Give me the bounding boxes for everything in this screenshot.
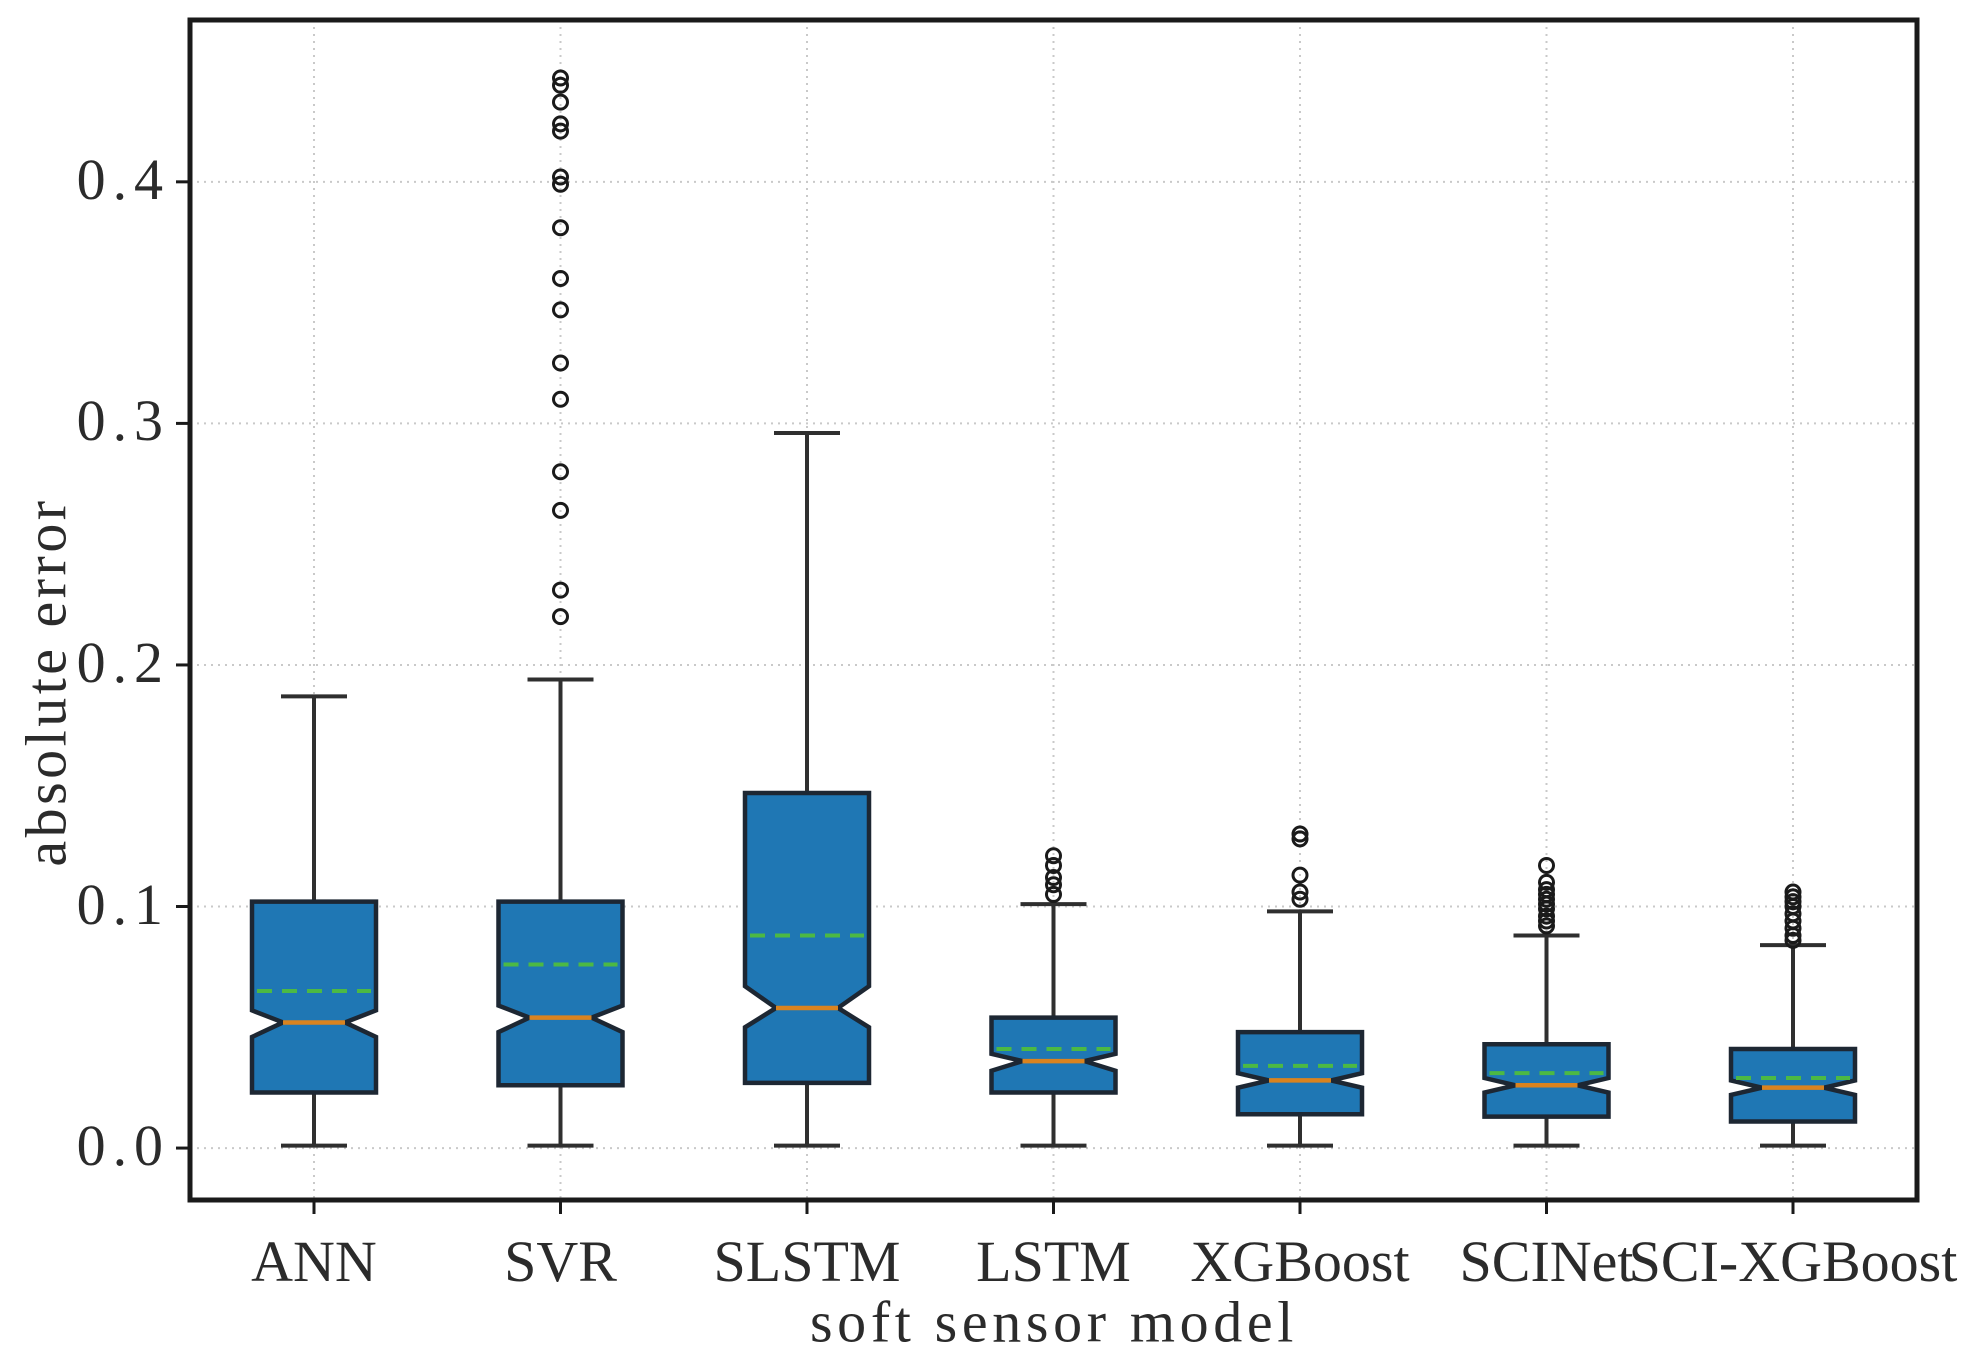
y-tick-0.3: 0.3 — [76, 388, 170, 454]
y-tick-0.4: 0.4 — [76, 146, 170, 212]
outlier-point — [552, 501, 569, 519]
outlier-point — [1538, 917, 1555, 935]
outlier-point — [1045, 856, 1062, 874]
outlier-point — [1045, 869, 1062, 887]
outlier-point — [1291, 866, 1309, 884]
outlier-point — [552, 93, 569, 111]
outlier-point — [1538, 885, 1555, 903]
x-tick-ann: ANN — [251, 1229, 377, 1294]
x-axis-label: soft sensor model — [809, 1289, 1299, 1355]
outlier-point — [552, 175, 569, 193]
outlier-point — [552, 354, 569, 372]
outlier-point — [1538, 881, 1555, 899]
outlier-point — [552, 168, 569, 186]
outlier-point — [1538, 890, 1555, 908]
outlier-point — [1538, 912, 1555, 930]
outlier-point — [1291, 825, 1309, 843]
outlier-point — [552, 463, 569, 481]
outlier-point — [1784, 893, 1802, 911]
box-SCINet — [1482, 1041, 1611, 1119]
plot-border — [187, 17, 1920, 1203]
outlier-point — [552, 76, 569, 94]
outlier-point — [1538, 856, 1555, 874]
y-tick-0.0: 0.0 — [76, 1112, 170, 1178]
outlier-point — [1538, 907, 1555, 925]
outlier-point — [552, 122, 569, 140]
outlier-point — [552, 115, 569, 133]
box-ANN — [249, 899, 379, 1095]
box-LSTM — [989, 1015, 1118, 1095]
outlier-point — [552, 390, 569, 408]
outlier-point — [1291, 890, 1309, 908]
outlier-point — [1538, 873, 1555, 891]
x-tick-svr: SVR — [504, 1229, 617, 1294]
outlier-point — [552, 581, 569, 599]
outlier-point — [1045, 885, 1062, 903]
x-tick-sci-xgboost: SCI-XGBoost — [1628, 1229, 1958, 1294]
outlier-point — [552, 219, 569, 237]
box-XGBoost — [1235, 1029, 1365, 1117]
outlier-point — [552, 269, 569, 287]
box-SCI-XGBoost — [1728, 1046, 1858, 1124]
outlier-point — [1784, 883, 1802, 901]
x-tick-lstm: LSTM — [976, 1229, 1131, 1294]
outlier-point — [552, 301, 569, 319]
outlier-point — [1784, 931, 1802, 949]
outlier-point — [1045, 847, 1062, 865]
box-SVR — [496, 899, 625, 1088]
outlier-point — [1784, 888, 1802, 906]
y-tick-0.2: 0.2 — [76, 629, 170, 695]
y-tick-0.1: 0.1 — [76, 871, 170, 937]
outlier-point — [1291, 883, 1309, 901]
outlier-point — [552, 608, 569, 626]
outlier-point — [1784, 905, 1802, 923]
outlier-point — [1291, 830, 1309, 848]
x-tick-slstm: SLSTM — [713, 1229, 901, 1294]
x-tick-xgboost: XGBoost — [1190, 1229, 1410, 1294]
x-tick-scinet: SCINet — [1459, 1229, 1634, 1294]
outlier-point — [552, 69, 569, 87]
outlier-point — [1045, 876, 1062, 894]
box-SLSTM — [742, 790, 872, 1086]
